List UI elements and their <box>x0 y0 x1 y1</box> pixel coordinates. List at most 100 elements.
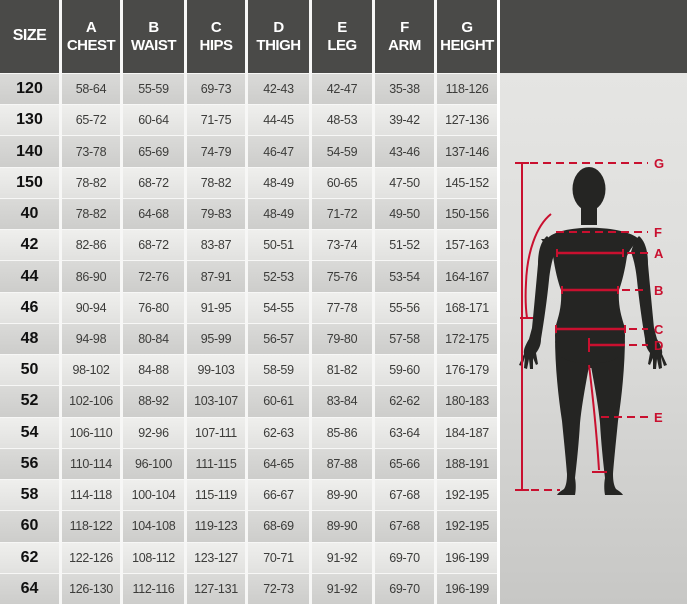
value-cell: 115-119 <box>187 480 245 511</box>
value-cell: 83-87 <box>187 230 245 261</box>
figure-panel: G F A B C D E <box>497 0 687 604</box>
size-cell: 120 <box>0 74 59 105</box>
column-name: SIZE <box>12 27 47 45</box>
value-cell: 91-92 <box>312 542 372 573</box>
size-cell: 46 <box>0 292 59 323</box>
value-cell: 73-78 <box>62 136 120 167</box>
column-letter: C <box>210 19 222 37</box>
value-cell: 94-98 <box>62 323 120 355</box>
value-cell: 50-51 <box>248 230 309 261</box>
value-cell: 43-46 <box>375 136 434 167</box>
figure-panel-body: G F A B C D E <box>500 73 687 604</box>
value-cell: 47-50 <box>375 167 434 198</box>
column-name: HIPS <box>199 36 233 54</box>
value-cell: 35-38 <box>375 74 434 105</box>
size-cell: 40 <box>0 198 59 230</box>
value-cell: 127-131 <box>187 573 245 604</box>
value-cell: 69-70 <box>375 573 434 604</box>
column-header-waist: B WAIST <box>123 0 184 73</box>
value-cell: 192-195 <box>437 480 497 511</box>
value-cell: 42-47 <box>312 74 372 105</box>
value-cell: 55-59 <box>123 74 184 105</box>
size-cell: 42 <box>0 230 59 261</box>
value-cell: 62-63 <box>248 417 309 448</box>
value-cell: 79-80 <box>312 323 372 355</box>
human-silhouette <box>519 167 667 495</box>
value-cell: 62-62 <box>375 386 434 417</box>
value-cell: 68-69 <box>248 511 309 542</box>
value-cell: 176-179 <box>437 355 497 386</box>
value-cell: 68-72 <box>123 167 184 198</box>
value-cell: 72-76 <box>123 261 184 292</box>
value-cell: 65-72 <box>62 105 120 136</box>
value-cell: 180-183 <box>437 386 497 417</box>
measure-line-waist-b <box>561 286 648 294</box>
column-header-leg: E LEG <box>312 0 372 73</box>
value-cell: 192-195 <box>437 511 497 542</box>
column-header-hips: C HIPS <box>187 0 245 73</box>
value-cell: 91-95 <box>187 292 245 323</box>
value-cell: 104-108 <box>123 511 184 542</box>
column-name: ARM <box>388 36 421 54</box>
column-letter: G <box>461 19 473 37</box>
value-cell: 86-90 <box>62 261 120 292</box>
value-cell: 54-55 <box>248 292 309 323</box>
value-cell: 76-80 <box>123 292 184 323</box>
size-cell: 58 <box>0 480 59 511</box>
value-cell: 91-92 <box>312 573 372 604</box>
value-cell: 58-59 <box>248 355 309 386</box>
label-e: E <box>654 410 663 425</box>
value-cell: 58-64 <box>62 74 120 105</box>
size-cell: 62 <box>0 542 59 573</box>
column-letter: E <box>337 19 347 37</box>
value-cell: 60-64 <box>123 105 184 136</box>
value-cell: 92-96 <box>123 417 184 448</box>
column-header-arm: F ARM <box>375 0 434 73</box>
value-cell: 83-84 <box>312 386 372 417</box>
value-cell: 118-122 <box>62 511 120 542</box>
value-cell: 60-61 <box>248 386 309 417</box>
value-cell: 106-110 <box>62 417 120 448</box>
value-cell: 87-91 <box>187 261 245 292</box>
value-cell: 79-83 <box>187 198 245 230</box>
value-cell: 114-118 <box>62 480 120 511</box>
value-cell: 81-82 <box>312 355 372 386</box>
measure-line-chest-a <box>556 249 648 257</box>
value-cell: 73-74 <box>312 230 372 261</box>
value-cell: 80-84 <box>123 323 184 355</box>
value-cell: 39-42 <box>375 105 434 136</box>
column-name: CHEST <box>66 36 116 54</box>
size-table: SIZE A CHEST B WAIST C HIPS D THIGH E LEG F ARM G HEIG… <box>0 0 497 604</box>
size-cell: 54 <box>0 417 59 448</box>
value-cell: 75-76 <box>312 261 372 292</box>
value-cell: 85-86 <box>312 417 372 448</box>
value-cell: 55-56 <box>375 292 434 323</box>
column-letter: B <box>148 19 159 37</box>
value-cell: 102-106 <box>62 386 120 417</box>
value-cell: 59-60 <box>375 355 434 386</box>
value-cell: 68-72 <box>123 230 184 261</box>
column-header-thigh: D THIGH <box>248 0 309 73</box>
value-cell: 53-54 <box>375 261 434 292</box>
value-cell: 196-199 <box>437 542 497 573</box>
value-cell: 84-88 <box>123 355 184 386</box>
value-cell: 67-68 <box>375 480 434 511</box>
value-cell: 60-65 <box>312 167 372 198</box>
size-cell: 44 <box>0 261 59 292</box>
value-cell: 188-191 <box>437 448 497 480</box>
size-cell: 48 <box>0 323 59 355</box>
column-letter: F <box>400 19 409 37</box>
value-cell: 89-90 <box>312 511 372 542</box>
value-cell: 69-73 <box>187 74 245 105</box>
value-cell: 65-66 <box>375 448 434 480</box>
value-cell: 64-68 <box>123 198 184 230</box>
column-letter: D <box>273 19 284 37</box>
measure-line-arm-f <box>520 213 648 319</box>
value-cell: 71-72 <box>312 198 372 230</box>
value-cell: 126-130 <box>62 573 120 604</box>
value-cell: 52-53 <box>248 261 309 292</box>
value-cell: 44-45 <box>248 105 309 136</box>
value-cell: 112-116 <box>123 573 184 604</box>
value-cell: 48-49 <box>248 198 309 230</box>
